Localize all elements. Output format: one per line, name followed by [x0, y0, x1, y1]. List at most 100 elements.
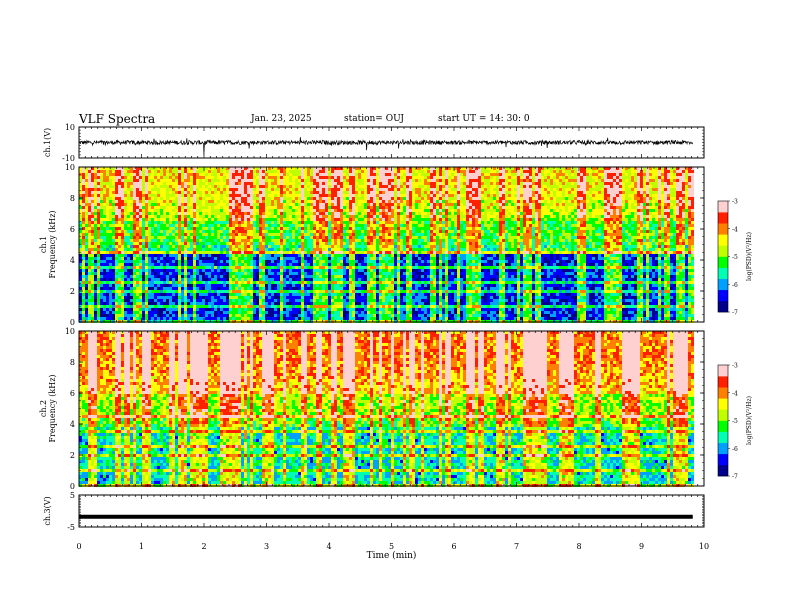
- ch1-spectrogram-cell: [613, 167, 616, 170]
- ch1-spectrogram-cell: [574, 233, 577, 236]
- ch1-spectrogram-cell: [331, 206, 334, 209]
- ch1-spectrogram-cell: [565, 203, 568, 206]
- ch1-spectrogram-cell: [232, 179, 235, 182]
- ch1-spectrogram-cell: [544, 194, 547, 197]
- ch1-spectrogram-cell: [649, 167, 652, 170]
- ch1-spectrogram-cell: [565, 200, 568, 203]
- ch1-spectrogram-cell: [100, 179, 103, 182]
- ch1-spectrogram-cell: [382, 212, 385, 215]
- ch1-spectrogram-cell: [448, 221, 451, 224]
- ch1-spectrogram-cell: [181, 230, 184, 233]
- ch1-spectrogram-cell: [178, 194, 181, 197]
- ch1-spectrogram-cell: [463, 188, 466, 191]
- ch1-spectrogram-cell: [295, 215, 298, 218]
- ch1-spectrogram-cell: [595, 227, 598, 230]
- ch1-spectrogram-cell: [373, 206, 376, 209]
- ch1-spectrogram-cell: [85, 209, 88, 212]
- ch1-spectrogram-cell: [310, 230, 313, 233]
- ch1-spectrogram-cell: [283, 215, 286, 218]
- ch1-spectrogram-cell: [379, 194, 382, 197]
- ch1-spectrogram-cell: [235, 194, 238, 197]
- ch1-spectrogram-cell: [154, 221, 157, 224]
- ch1-spectrogram-cell: [82, 176, 85, 179]
- ch1-spectrogram-cell: [469, 170, 472, 173]
- ch1-spectrogram-cell: [628, 218, 631, 221]
- ch1-spectrogram-cell: [460, 191, 463, 194]
- ch1-spectrogram-cell: [475, 215, 478, 218]
- ch1-spectrogram-cell: [481, 218, 484, 221]
- ch1-spectrogram-cell: [151, 236, 154, 239]
- ch1-spectrogram-cell: [202, 233, 205, 236]
- ch1-spectrogram-cell: [577, 194, 580, 197]
- ch1-spectrogram-cell: [637, 197, 640, 200]
- ch1-spectrogram-cell: [322, 230, 325, 233]
- ch1-spectrogram-cell: [211, 200, 214, 203]
- ch1-spectrogram-cell: [634, 227, 637, 230]
- ch1-spectrogram-cell: [541, 221, 544, 224]
- ch1-spectrogram-cell: [373, 170, 376, 173]
- ch1-spectrogram-cell: [325, 176, 328, 179]
- ch1-spectrogram-cell: [478, 191, 481, 194]
- ch1-spectrogram-cell: [145, 224, 148, 227]
- ch1-spectrogram-cell: [337, 191, 340, 194]
- ch1-spectrogram-cell: [538, 191, 541, 194]
- ch1-spectrogram-cell: [577, 224, 580, 227]
- ch1-spectrogram-cell: [451, 197, 454, 200]
- ch1-spectrogram-cell: [172, 224, 175, 227]
- ch1-spectrogram-cell: [208, 185, 211, 188]
- ch1-spectrogram-cell: [445, 188, 448, 191]
- ch1-spectrogram-cell: [454, 230, 457, 233]
- ch1-spectrogram-cell: [289, 200, 292, 203]
- ch1-spectrogram-cell: [547, 227, 550, 230]
- ch1-spectrogram-cell: [592, 209, 595, 212]
- ch1-spectrogram-cell: [148, 227, 151, 230]
- ch1-spectrogram-cell: [241, 182, 244, 185]
- ch1-spectrogram-cell: [328, 173, 331, 176]
- ch1-spectrogram-cell: [154, 203, 157, 206]
- ch1-spectrogram-cell: [235, 218, 238, 221]
- ch1-spectrogram-cell: [172, 182, 175, 185]
- ch1-spectrogram-cell: [529, 209, 532, 212]
- ch1-spectrogram-cell: [133, 215, 136, 218]
- ch1-spectrogram-cell: [337, 179, 340, 182]
- ch1-spectrogram-cell: [241, 218, 244, 221]
- ch1-spectrogram-cell: [211, 236, 214, 239]
- ch1-spectrogram-cell: [247, 230, 250, 233]
- ch1-spectrogram-cell: [643, 224, 646, 227]
- ch1-spectrogram-cell: [91, 194, 94, 197]
- ch1-spectrogram-cell: [589, 170, 592, 173]
- ch1-spectrogram-cell: [478, 197, 481, 200]
- ch1-spectrogram-cell: [295, 170, 298, 173]
- ch1-spectrogram-cell: [385, 179, 388, 182]
- ch1-spectrogram-cell: [622, 230, 625, 233]
- ch1-spectrogram-cell: [667, 200, 670, 203]
- ch1-spectrogram-cell: [292, 209, 295, 212]
- ch1-spectrogram-cell: [415, 209, 418, 212]
- ch1-spectrogram-cell: [277, 230, 280, 233]
- ch1-spectrogram-cell: [430, 188, 433, 191]
- ch1-spectrogram-cell: [553, 194, 556, 197]
- ch1-spectrogram-cell: [286, 233, 289, 236]
- ch1-spectrogram-cell: [163, 218, 166, 221]
- ch1-spectrogram-cell: [493, 188, 496, 191]
- ch1-spectrogram-cell: [382, 218, 385, 221]
- ch1-spectrogram-cell: [241, 215, 244, 218]
- ch1-spectrogram-cell: [625, 209, 628, 212]
- ch1-spectrogram-cell: [577, 170, 580, 173]
- ch1-spectrogram-cell: [415, 227, 418, 230]
- ch1-spectrogram-cell: [193, 191, 196, 194]
- ch1-spectrogram-cell: [622, 221, 625, 224]
- ch1-spectrogram-cell: [100, 230, 103, 233]
- ch1-spectrogram-cell: [337, 230, 340, 233]
- ch1-spectrogram-cell: [445, 218, 448, 221]
- ch1-spectrogram-cell: [619, 182, 622, 185]
- ch1-spectrogram-cell: [310, 200, 313, 203]
- ch1-spectrogram-cell: [649, 230, 652, 233]
- ch1-spectrogram-cell: [325, 203, 328, 206]
- ch1-spectrogram-cell: [442, 182, 445, 185]
- ch1-spectrogram-cell: [340, 230, 343, 233]
- ch1-spectrogram-cell: [289, 206, 292, 209]
- ch1-spectrogram-cell: [514, 167, 517, 170]
- ch1-spectrogram-cell: [604, 233, 607, 236]
- ch1-spectrogram-cell: [517, 194, 520, 197]
